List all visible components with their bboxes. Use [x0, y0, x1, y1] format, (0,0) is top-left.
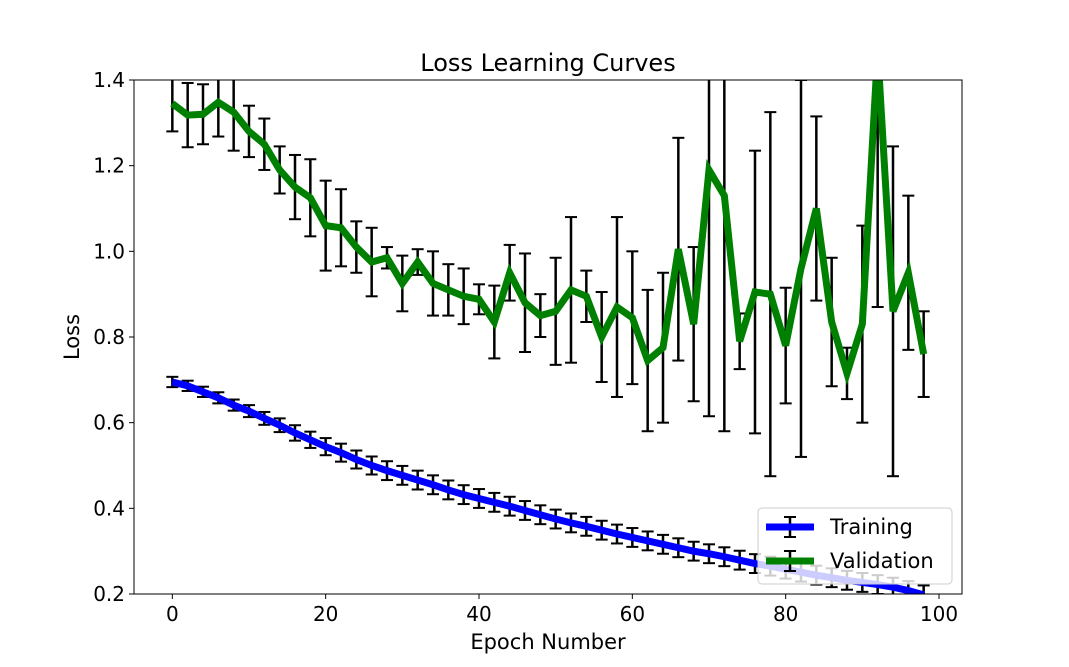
legend: Training Validation	[757, 507, 953, 585]
legend-item-validation: Validation	[766, 549, 934, 573]
x-axis-label: Epoch Number	[470, 630, 626, 654]
x-tick-label: 60	[620, 602, 645, 626]
legend-label: Validation	[830, 549, 934, 573]
y-tick-label: 0.2	[93, 582, 125, 606]
y-tick-label: 0.4	[93, 496, 125, 520]
chart-title: Loss Learning Curves	[420, 49, 675, 77]
y-tick-label: 0.6	[93, 411, 125, 435]
validation-error-bar	[871, 80, 884, 309]
x-tick-label: 100	[920, 602, 958, 626]
x-tick-label: 20	[313, 602, 338, 626]
y-tick-label: 1.4	[93, 68, 125, 92]
y-tick-label: 1.0	[93, 239, 125, 263]
x-tick-label: 0	[166, 602, 179, 626]
y-axis: 0.2 0.4 0.6 0.8 1.0 1.2 1.4	[93, 68, 134, 606]
validation-line	[170, 80, 928, 386]
y-tick-label: 1.2	[93, 154, 125, 178]
validation-series	[166, 80, 930, 478]
x-tick-label: 80	[773, 602, 798, 626]
x-axis: 0 20 40 60 80 100	[166, 594, 958, 626]
x-tick-label: 40	[466, 602, 491, 626]
legend-item-training: Training	[766, 515, 913, 539]
validation-error-bar	[917, 310, 930, 398]
legend-label: Training	[829, 515, 913, 539]
y-axis-label: Loss	[60, 314, 84, 360]
training-error-bar	[917, 584, 930, 594]
y-tick-label: 0.8	[93, 325, 125, 349]
